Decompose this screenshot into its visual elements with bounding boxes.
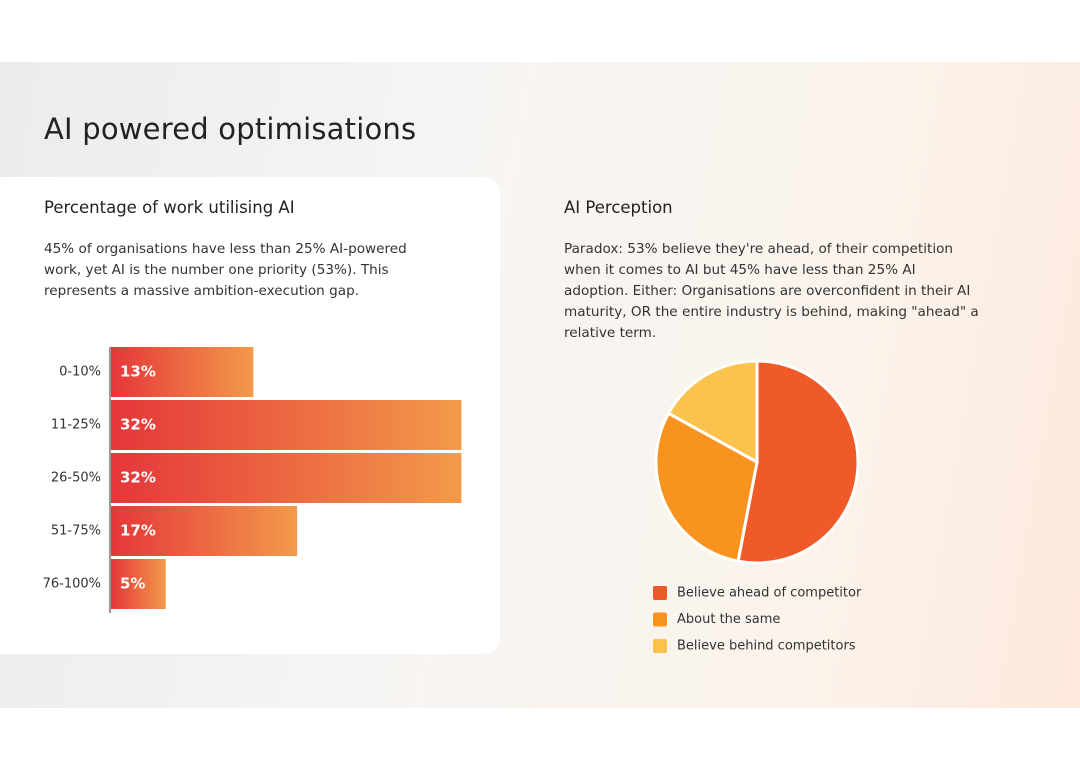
y-tick-label: 51-75% (51, 524, 101, 539)
y-tick-label: 0-10% (59, 365, 101, 380)
bar (111, 347, 254, 397)
data-label: 17% (120, 522, 156, 540)
legend-label: About the same (677, 612, 780, 627)
y-tick-label: 76-100% (43, 577, 101, 592)
chart-subtitle: Paradox: 53% believe they're ahead, of t… (564, 241, 979, 341)
data-label: 32% (120, 469, 156, 487)
data-label: 13% (120, 363, 156, 381)
bar (111, 453, 462, 503)
pie-slice (654, 411, 759, 563)
legend-label: Believe behind competitors (677, 639, 856, 654)
data-label: 5% (120, 575, 145, 593)
legend-swatch (653, 639, 667, 653)
pie-slice (666, 359, 759, 465)
legend-label: Believe ahead of competitor (677, 586, 862, 601)
chart-subtitle: 45% of organisations have less than 25% … (44, 241, 407, 299)
bar (111, 559, 166, 609)
data-label: 32% (120, 416, 156, 434)
pie-slice (736, 359, 860, 565)
legend-swatch (653, 586, 667, 600)
y-tick-label: 26-50% (51, 471, 101, 486)
bar (111, 400, 462, 450)
y-tick-label: 11-25% (51, 418, 101, 433)
bar (111, 506, 298, 556)
chart-title: Percentage of work utilising AI (44, 198, 295, 217)
chart-title: AI Perception (564, 198, 673, 217)
page-title: AI powered optimisations (44, 112, 417, 146)
legend-swatch (653, 612, 667, 627)
